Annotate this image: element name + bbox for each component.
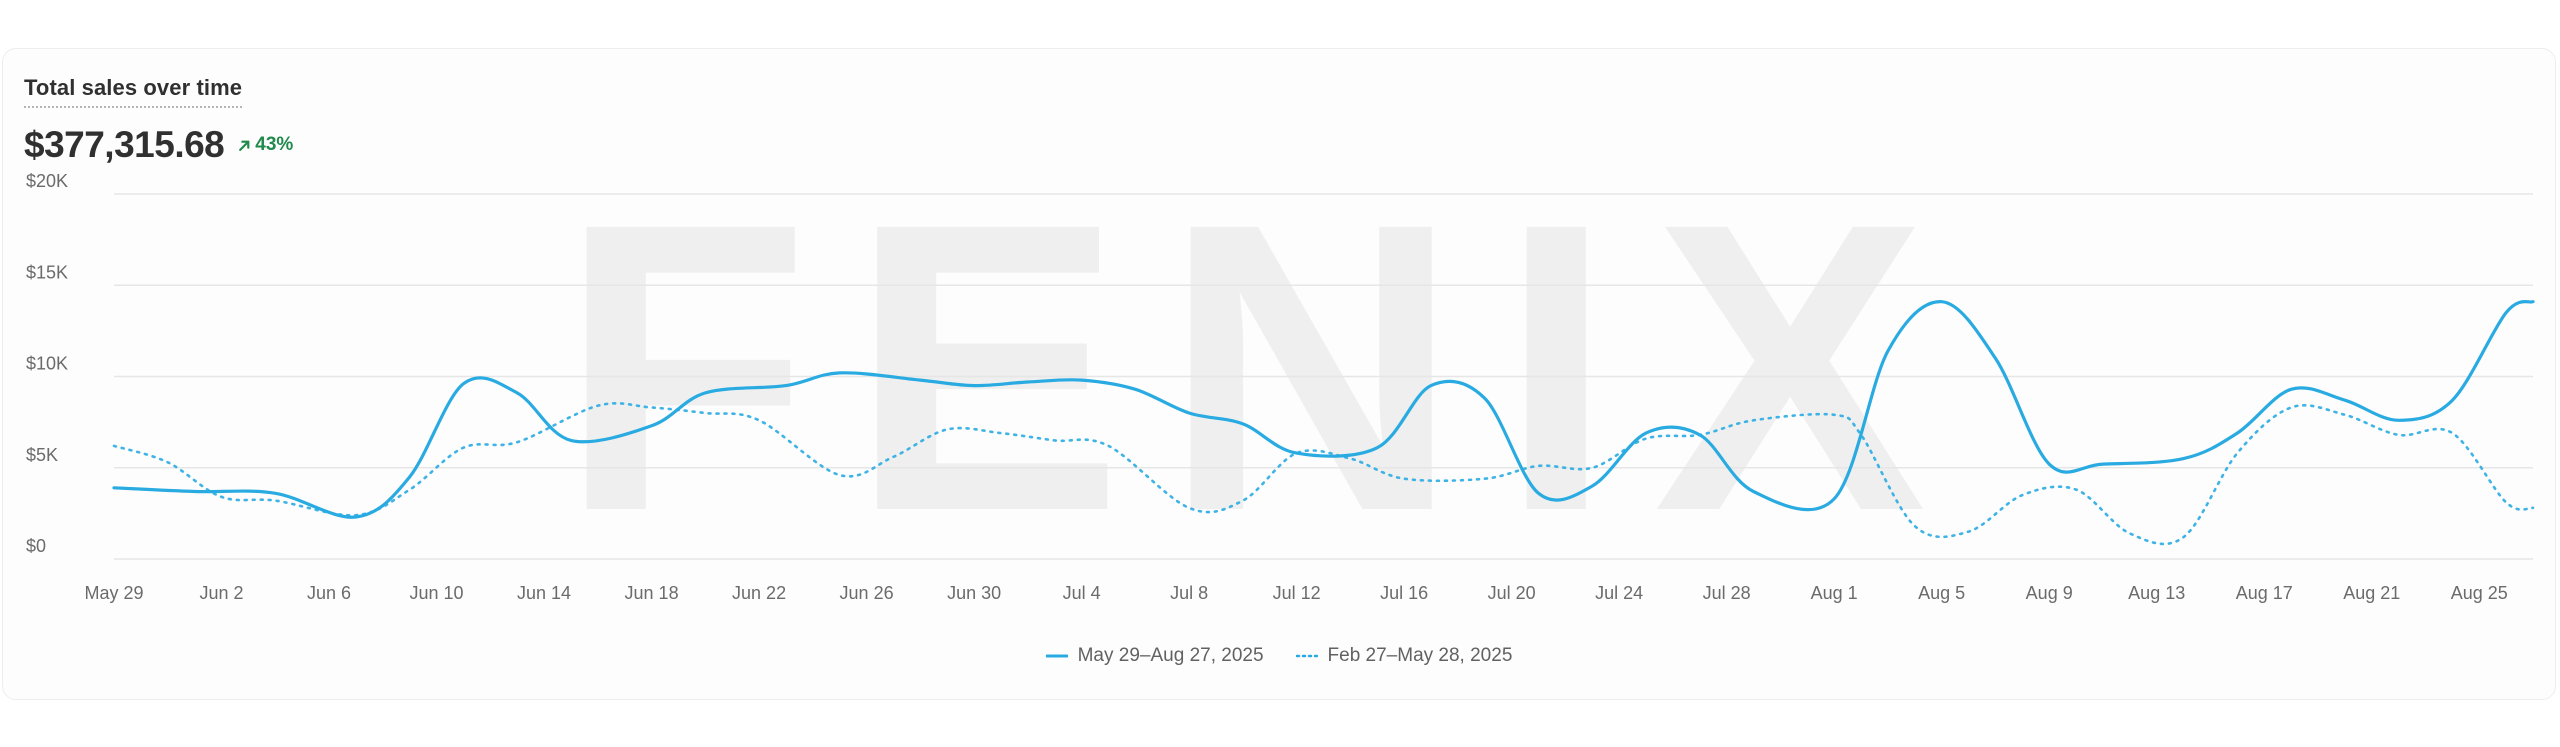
x-tick-label: Jul 12 [1273,583,1321,603]
watermark-text: FENIX [559,138,1966,596]
x-tick-label: Jul 28 [1703,583,1751,603]
legend-item-previous[interactable]: Feb 27–May 28, 2025 [1295,645,1513,667]
y-axis: $0 $5K $10K $15K $20K [26,171,68,556]
y-tick-label: $10K [26,354,68,374]
x-tick-label: Jun 18 [625,583,679,603]
x-tick-label: Jul 4 [1063,583,1101,603]
x-tick-label: Jun 26 [840,583,894,603]
x-tick-label: Jun 22 [732,583,786,603]
sales-chart-card: Total sales over time $377,315.68 43% FE… [2,48,2556,700]
x-tick-label: Jun 30 [947,583,1001,603]
legend-label-previous: Feb 27–May 28, 2025 [1327,645,1513,666]
series-layer [112,300,2535,546]
chart-title[interactable]: Total sales over time [24,75,243,108]
x-tick-label: Jul 24 [1595,583,1643,603]
x-tick-label: Jul 8 [1170,583,1208,603]
x-tick-label: Jun 10 [410,583,464,603]
x-tick-label: Jun 6 [307,583,351,603]
x-tick-label: Aug 25 [2451,583,2508,603]
total-row: $377,315.68 43% [24,124,293,166]
x-tick-label: Jun 2 [199,583,243,603]
y-tick-label: $20K [26,171,68,191]
chart-legend: May 29–Aug 27, 2025 Feb 27–May 28, 2025 [3,645,2555,667]
watermark: FENIX [559,138,1966,596]
x-tick-label: Aug 1 [1811,583,1858,603]
line-chart: FENIX $0 $5K $10K $15K $20K May 29 Jun 2 Jun 6… [26,138,2535,603]
legend-label-current: May 29–Aug 27, 2025 [1077,645,1264,666]
series-line-current[interactable] [112,300,2535,519]
arrow-up-right-icon [239,140,250,151]
x-axis: May 29 Jun 2 Jun 6 Jun 10 Jun 14 Jun 18 Jun 22… [84,583,2507,603]
legend-swatch-dotted [1295,654,1318,658]
x-tick-label: Jul 16 [1380,583,1428,603]
x-tick-label: Jun 14 [517,583,571,603]
y-tick-label: $15K [26,262,68,282]
x-tick-label: Aug 9 [2026,583,2073,603]
legend-swatch-solid [1045,654,1068,658]
x-tick-label: Aug 5 [1918,583,1965,603]
y-tick-label: $5K [26,445,58,465]
y-tick-label: $0 [26,536,46,556]
legend-item-current[interactable]: May 29–Aug 27, 2025 [1045,645,1264,667]
x-tick-label: May 29 [84,583,143,603]
chart-header: Total sales over time $377,315.68 43% [24,75,293,166]
x-tick-label: Jul 20 [1488,583,1536,603]
grid-lines [114,193,2533,560]
change-percent: 43% [255,134,294,155]
series-line-previous[interactable] [112,402,2535,546]
x-tick-label: Aug 13 [2128,583,2185,603]
x-tick-label: Aug 21 [2343,583,2400,603]
change-badge: 43% [238,134,293,156]
total-sales-value: $377,315.68 [24,124,225,165]
x-tick-label: Aug 17 [2236,583,2293,603]
